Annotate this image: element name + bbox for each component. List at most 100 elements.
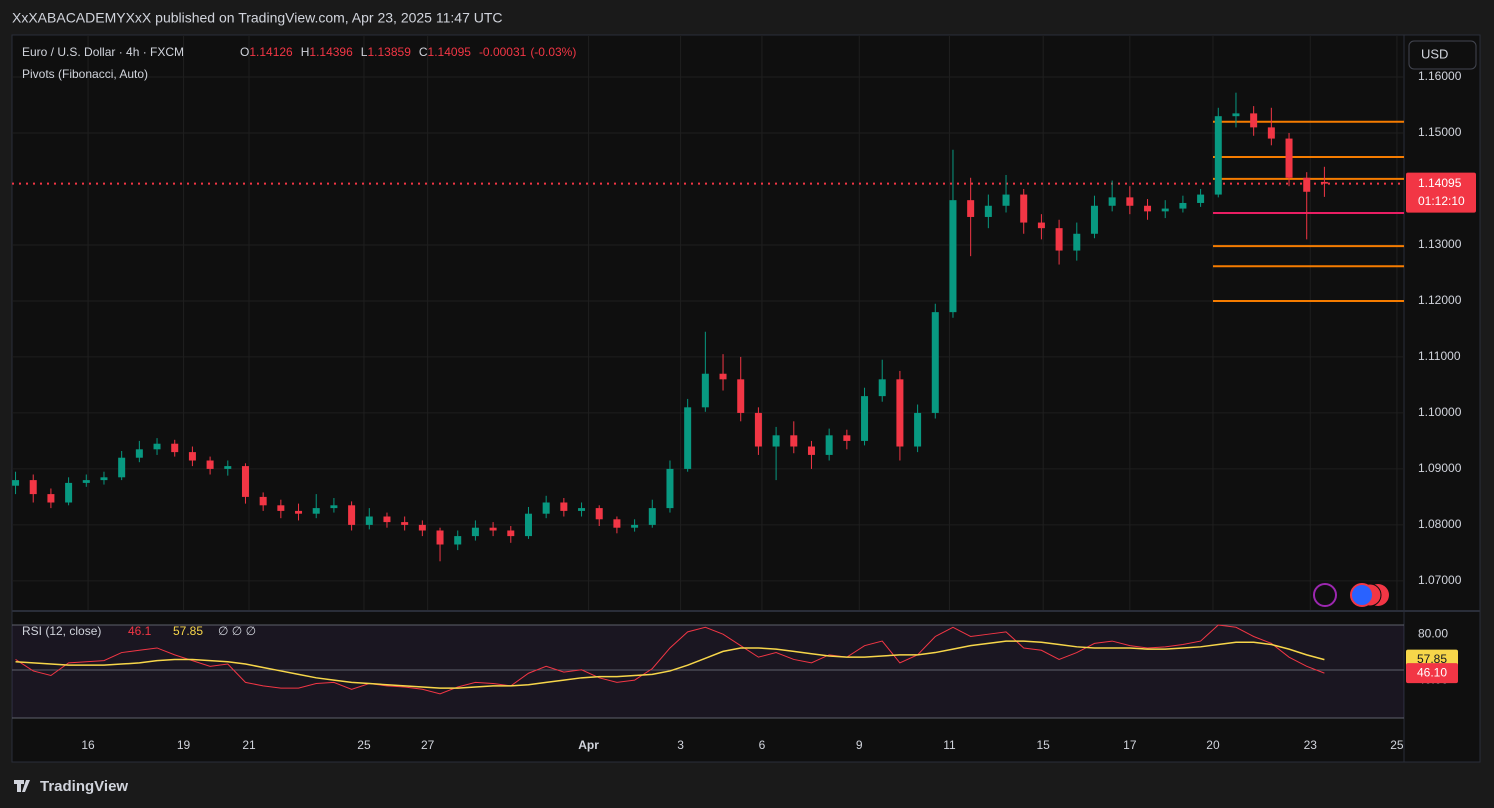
candle-body — [1267, 127, 1275, 139]
y-tick-label: 1.16000 — [1418, 69, 1462, 83]
x-tick-label: 3 — [677, 738, 684, 752]
x-tick-label: 20 — [1206, 738, 1220, 752]
candle-body — [259, 496, 267, 506]
candle-body — [825, 435, 833, 455]
candle-body — [1126, 197, 1134, 206]
candle-body — [1179, 202, 1187, 209]
candle-body — [224, 466, 232, 469]
logo-mark — [14, 780, 30, 792]
candle-body — [1197, 194, 1205, 203]
symbol-title: Euro / U.S. Dollar · 4h · FXCM — [22, 45, 184, 59]
candle-body — [188, 452, 196, 461]
currency[interactable]: USD — [1421, 46, 1448, 61]
last-price-box — [1406, 172, 1476, 213]
candle-body — [1320, 181, 1328, 184]
y-tick-label: 1.11000 — [1418, 349, 1461, 363]
y-tick-label: 1.13000 — [1418, 237, 1462, 251]
ohlc-key: H — [301, 45, 310, 59]
candle-body — [931, 312, 939, 413]
ohlc-value: 1.14095 — [428, 45, 472, 59]
candle-body — [949, 200, 957, 313]
rsi-title: RSI (12, close) — [22, 624, 101, 638]
candle-body — [666, 468, 674, 509]
brand-logo: TradingView — [14, 778, 128, 795]
candle-body — [578, 508, 586, 511]
grid — [12, 35, 1404, 610]
candle-body — [648, 508, 656, 525]
change: -0.00031 — [479, 45, 527, 59]
rsi-band — [12, 625, 1404, 718]
candle-body — [401, 522, 409, 525]
rsi-line — [15, 640, 1325, 689]
legend: Euro / U.S. Dollar · 4h · FXCM — [22, 45, 184, 59]
candle-body — [454, 536, 462, 545]
candle-body — [489, 527, 497, 531]
candle-body — [171, 443, 179, 453]
ohlc-legend: O1.14126 H1.14396 L1.13859 C1.14095 -0.00031… — [240, 45, 576, 59]
publisher: XxXABACADEMYXxX published on TradingView… — [12, 10, 503, 26]
candle-body — [984, 205, 992, 217]
x-tick-label: 11 — [943, 738, 956, 752]
x-tick-label: 21 — [242, 738, 256, 752]
ohlc-key: O — [240, 45, 249, 59]
y-tick-label: 1.08000 — [1418, 517, 1462, 531]
candle-body — [348, 505, 356, 525]
candle-body — [1144, 205, 1152, 212]
candle-body — [206, 460, 214, 469]
candle-body — [365, 516, 373, 525]
last-price-label: 1.14095 — [1418, 176, 1462, 190]
candle-body — [772, 435, 780, 447]
candle-body — [1108, 197, 1116, 206]
candle-body — [560, 502, 568, 511]
candle-body — [790, 435, 798, 447]
candle-body — [1020, 194, 1028, 223]
rsi-box — [1406, 663, 1458, 684]
ohlc-key: C — [419, 45, 428, 59]
candle-body — [914, 412, 922, 447]
candle-body — [1214, 116, 1222, 195]
x-tick-label: 17 — [1123, 738, 1137, 752]
candle-body — [153, 443, 161, 450]
candle-body — [241, 466, 249, 497]
x-tick-label: Apr — [578, 738, 599, 752]
change-percent: (-0.03%) — [530, 45, 576, 59]
icon[interactable] — [1313, 583, 1337, 607]
candle-body — [1250, 113, 1258, 128]
candle-body — [878, 379, 886, 397]
x-tick-label: 19 — [177, 738, 191, 752]
y-tick-label: 1.12000 — [1418, 293, 1462, 307]
y-tick-label: 1.15000 — [1418, 125, 1462, 139]
x-tick-label: 25 — [357, 738, 371, 752]
candle-body — [29, 480, 37, 495]
x-tick-label: 9 — [856, 738, 863, 752]
ohlc-value: 1.14396 — [309, 45, 353, 59]
currency-box[interactable] — [1408, 40, 1477, 70]
indicator-label: Pivots (Fibonacci, Auto) — [22, 67, 148, 81]
candle-body — [701, 373, 709, 408]
candle-body — [507, 530, 515, 537]
candle-body — [719, 373, 727, 380]
rsi-tick-label: 80.00 — [1418, 626, 1448, 640]
candle-body — [542, 502, 550, 514]
rsi-ma-label: 57.85 — [1417, 652, 1447, 666]
ohlc-value: 1.13859 — [367, 45, 411, 59]
candle-body — [277, 505, 285, 511]
candle-body — [135, 449, 143, 458]
candle-body — [1090, 205, 1098, 234]
y-tick-label: 1.09000 — [1418, 461, 1462, 475]
y-tick-label: 1.07000 — [1418, 573, 1462, 587]
rsi-line — [15, 624, 1325, 695]
icon[interactable] — [1350, 583, 1374, 607]
candle-body — [1285, 138, 1293, 178]
candle-body — [861, 396, 869, 441]
rsi-value: 46.1 — [128, 624, 152, 638]
brand: TradingView — [40, 778, 128, 795]
candle-body — [631, 524, 639, 528]
candle-body — [807, 446, 815, 455]
candle-body — [967, 200, 975, 217]
countdown: 01:12:10 — [1418, 194, 1465, 208]
candle-body — [1037, 222, 1045, 229]
candle-body — [100, 477, 108, 481]
